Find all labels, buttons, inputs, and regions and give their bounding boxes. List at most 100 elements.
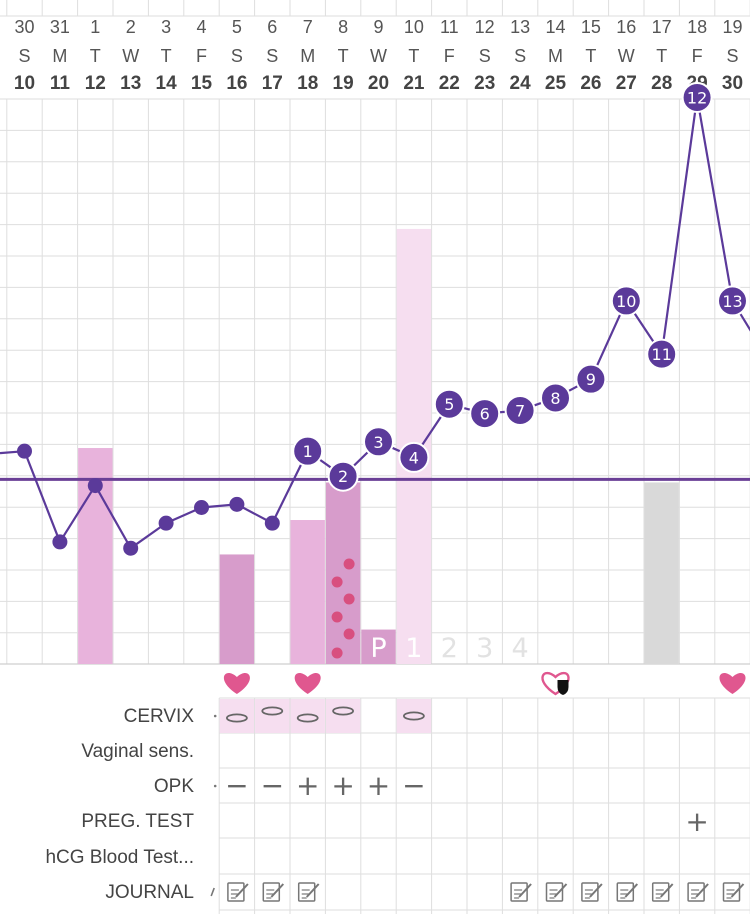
header-cycle-day[interactable]: 23 xyxy=(474,73,496,94)
header-cycle-day[interactable]: 24 xyxy=(509,73,531,94)
header-weekday[interactable]: W xyxy=(369,46,387,66)
header-weekday[interactable]: T xyxy=(89,46,101,66)
header-weekday[interactable]: T xyxy=(585,46,597,66)
header-cycle-day[interactable]: 28 xyxy=(651,73,673,94)
header-weekday[interactable]: S xyxy=(230,46,243,66)
header-date[interactable]: 19 xyxy=(722,17,743,37)
luteal-marker: 2 xyxy=(441,633,458,664)
header-date[interactable]: 31 xyxy=(49,17,70,37)
header-date[interactable]: 6 xyxy=(267,17,278,37)
luteal-marker: 4 xyxy=(512,633,529,664)
header-weekday[interactable]: T xyxy=(408,46,420,66)
cervix-row-label[interactable]: CERVIX xyxy=(123,706,194,727)
header-cycle-day[interactable]: 20 xyxy=(367,73,390,94)
header-weekday[interactable]: M xyxy=(52,46,68,66)
temperature-point-label: 2 xyxy=(338,467,348,486)
header-cycle-day[interactable]: 26 xyxy=(580,73,602,94)
temperature-point xyxy=(17,443,32,459)
cervix-shading xyxy=(290,699,325,733)
header-date[interactable]: 11 xyxy=(439,17,459,37)
header-date[interactable]: 15 xyxy=(580,17,601,37)
header-cycle-day[interactable]: 11 xyxy=(49,73,70,94)
temperature-point xyxy=(292,435,324,467)
header-date[interactable]: 16 xyxy=(616,17,637,37)
cervix-shading xyxy=(396,699,432,733)
row-lead-dot xyxy=(213,714,217,718)
header-date[interactable]: 17 xyxy=(651,17,672,37)
spotting-dot xyxy=(343,628,355,640)
header-date[interactable]: 9 xyxy=(373,17,384,37)
temperature-point xyxy=(229,496,245,512)
spotting-dot xyxy=(343,558,355,570)
header-weekday[interactable]: T xyxy=(337,46,349,66)
journal-note-icon xyxy=(262,882,285,902)
temperature-point-label: 5 xyxy=(444,395,454,414)
header-weekday[interactable]: F xyxy=(443,46,455,66)
hcg-blood-test-row-label[interactable]: hCG Blood Test... xyxy=(45,847,194,868)
header-weekday[interactable]: S xyxy=(266,46,279,66)
header-cycle-day[interactable]: 21 xyxy=(403,73,425,94)
header-date[interactable]: 7 xyxy=(302,17,313,37)
header-cycle-day[interactable]: 14 xyxy=(155,73,177,94)
header-cycle-day[interactable]: 18 xyxy=(297,73,319,94)
header-date[interactable]: 8 xyxy=(338,17,349,37)
header-date[interactable]: 2 xyxy=(125,17,136,37)
temperature-point xyxy=(504,394,536,426)
temperature-point xyxy=(52,534,68,550)
temperature-point xyxy=(194,500,209,515)
header-weekday[interactable]: M xyxy=(547,46,563,66)
header-cycle-day[interactable]: 19 xyxy=(332,73,354,94)
header-date[interactable]: 1 xyxy=(90,17,101,37)
luteal-marker: 3 xyxy=(476,633,493,664)
header-cycle-day[interactable]: 17 xyxy=(261,73,283,94)
temperature-point xyxy=(610,285,642,317)
header-date[interactable]: 5 xyxy=(231,17,242,37)
cervix-position-icon xyxy=(402,711,425,721)
pregnancy-test-row-label[interactable]: PREG. TEST xyxy=(81,811,194,832)
temperature-point-label: 11 xyxy=(652,345,672,364)
header-date[interactable]: 4 xyxy=(196,17,207,37)
journal-note-icon xyxy=(545,882,568,902)
header-date[interactable]: 18 xyxy=(687,17,708,37)
header-cycle-day[interactable]: 22 xyxy=(438,73,460,94)
header-cycle-day[interactable]: 12 xyxy=(84,73,106,94)
header-cycle-day[interactable]: 16 xyxy=(226,73,248,94)
header-cycle-day[interactable]: 25 xyxy=(544,73,567,94)
temperature-point-label: 12 xyxy=(687,88,707,107)
header-weekday[interactable]: S xyxy=(478,46,491,66)
header-weekday[interactable]: F xyxy=(195,46,207,66)
header-weekday[interactable]: T xyxy=(160,46,172,66)
header-weekday[interactable]: S xyxy=(726,46,739,66)
intercourse-heart-icon xyxy=(223,673,250,694)
header-weekday[interactable]: S xyxy=(514,46,527,66)
header-date[interactable]: 30 xyxy=(14,17,35,37)
header-weekday[interactable]: W xyxy=(617,46,635,66)
journal-note-icon xyxy=(210,887,215,897)
header-date[interactable]: 3 xyxy=(161,17,172,37)
vaginal-sensation-row-label[interactable]: Vaginal sens. xyxy=(81,741,194,762)
header-weekday[interactable]: M xyxy=(300,46,316,66)
header-cycle-day[interactable]: 10 xyxy=(13,73,36,94)
cervix-shading xyxy=(219,699,255,733)
header-cycle-day[interactable]: 13 xyxy=(120,73,142,94)
header-weekday[interactable]: F xyxy=(691,46,703,66)
header-weekday[interactable]: T xyxy=(656,46,668,66)
header-date[interactable]: 14 xyxy=(545,17,566,37)
header-date[interactable]: 13 xyxy=(510,17,531,37)
header-weekday[interactable]: S xyxy=(18,46,31,66)
header-cycle-day[interactable]: 15 xyxy=(190,73,213,94)
opk-row-label[interactable]: OPK xyxy=(153,776,194,797)
header-date[interactable]: 10 xyxy=(403,17,424,37)
header-cycle-day[interactable]: 27 xyxy=(615,73,637,94)
observation-rows: − − + + + −+ xyxy=(210,699,745,902)
journal-row-label[interactable]: JOURNAL xyxy=(105,882,194,903)
header-weekday[interactable]: W xyxy=(122,46,140,66)
temperature-point-label: 10 xyxy=(616,292,636,311)
opk-result: − xyxy=(402,769,425,802)
fertility-bars xyxy=(78,228,679,664)
header-date[interactable]: 12 xyxy=(474,17,495,37)
header-cycle-day[interactable]: 30 xyxy=(721,73,744,94)
